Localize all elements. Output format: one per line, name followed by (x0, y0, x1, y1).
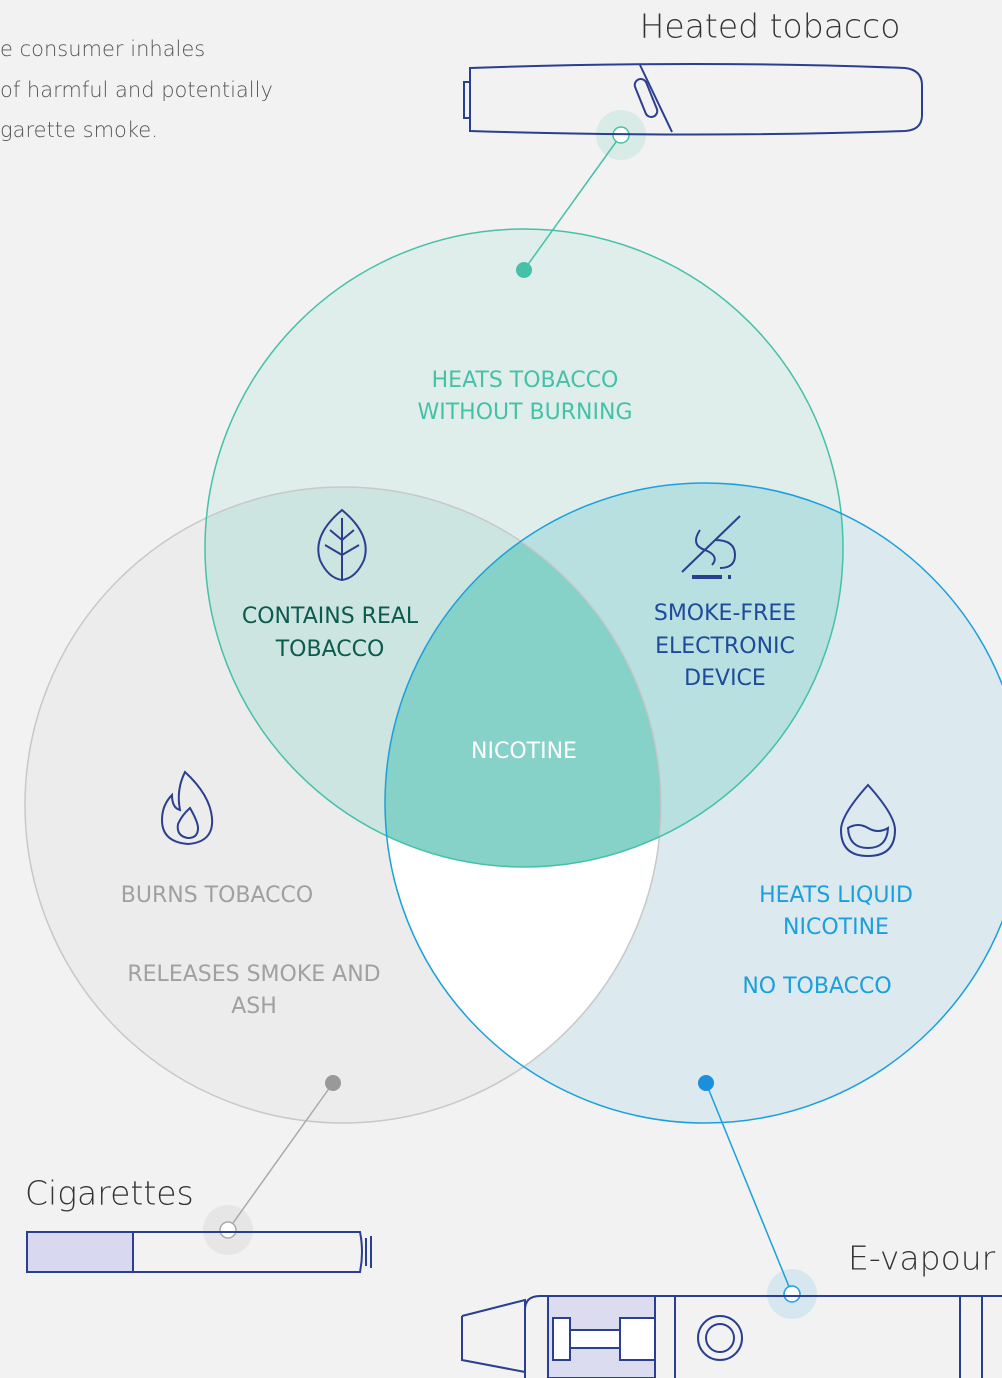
intro-line: of harmful and potentially (0, 78, 273, 102)
intro-line: e consumer inhales (0, 37, 205, 61)
region-text: SMOKE-FREE (654, 601, 796, 626)
product-label: E-vapour (848, 1239, 996, 1278)
region-text: DEVICE (684, 666, 766, 691)
region-text: ELECTRONIC (655, 634, 795, 659)
region-text: HEATS LIQUID (759, 883, 913, 908)
region-text: BURNS TOBACCO (121, 883, 313, 908)
region-text: RELEASES SMOKE AND (127, 962, 380, 987)
region-text: HEATS TOBACCO (432, 368, 619, 393)
region-text: NICOTINE (471, 739, 577, 764)
product-label: Cigarettes (25, 1174, 194, 1213)
region-text: WITHOUT BURNING (417, 400, 632, 425)
region-text: TOBACCO (275, 637, 385, 662)
page: e consumer inhales of harmful and potent… (0, 0, 1002, 1378)
region-text: NICOTINE (783, 915, 889, 940)
intro-line: garette smoke. (0, 118, 158, 142)
product-label: Heated tobacco (640, 7, 901, 46)
region-text: CONTAINS REAL (242, 604, 419, 629)
region-text: ASH (231, 994, 277, 1019)
region-text: NO TOBACCO (742, 974, 891, 999)
